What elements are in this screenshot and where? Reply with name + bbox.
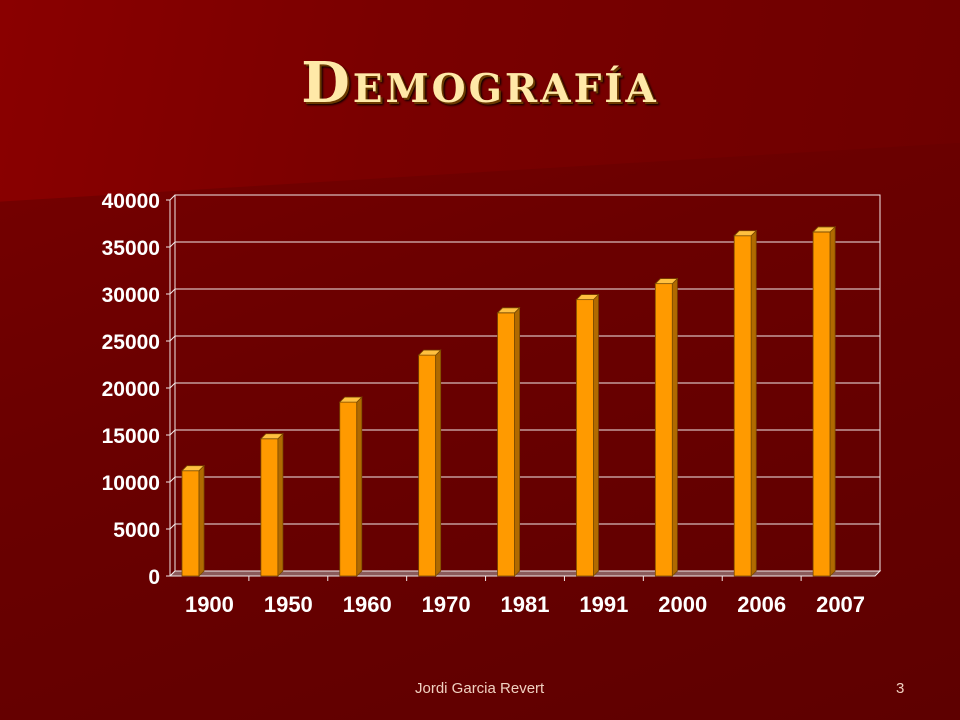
grid-diagonal — [169, 241, 176, 248]
bar-top — [417, 349, 442, 356]
y-tick-label: 30000 — [102, 284, 160, 307]
grid-diagonal — [169, 288, 176, 295]
grid-diagonal — [169, 429, 176, 436]
x-tick-label: 1900 — [185, 592, 234, 617]
bar-front — [733, 235, 752, 577]
footer-author: Jordi Garcia Revert — [415, 680, 545, 697]
x-tick-labels: 1900 1950 1960 1970 1981 1991 2000 2006 2007 — [185, 592, 865, 617]
bar-side — [356, 396, 363, 577]
bar-front — [181, 470, 200, 577]
y-tick-label: 15000 — [102, 425, 160, 448]
y-tick-label: 0 — [148, 566, 160, 589]
bar-side — [829, 225, 836, 577]
bar-side — [277, 432, 284, 577]
bar-top — [812, 226, 837, 233]
bar-2006 — [733, 229, 758, 577]
bar-top — [259, 433, 284, 440]
bar-top — [654, 278, 679, 285]
bar-front — [812, 231, 831, 577]
bar-2007 — [812, 225, 837, 577]
y-tick-label: 20000 — [102, 378, 160, 401]
x-tick-label: 2000 — [658, 592, 707, 617]
bar-1960 — [338, 396, 363, 577]
bar-1970 — [417, 349, 442, 577]
bar-front — [576, 299, 594, 577]
y-tick-labels: 0 5000 10000 15000 20000 25000 30000 35000 40000 — [102, 190, 160, 589]
bars — [181, 225, 837, 577]
x-tick-label: 1991 — [579, 592, 628, 617]
bar-front — [497, 312, 515, 577]
bar-top — [496, 307, 521, 314]
bar-2000 — [654, 277, 679, 577]
y-tick-label: 10000 — [102, 472, 160, 495]
grid-diagonal — [169, 382, 176, 389]
bar-front — [418, 354, 437, 577]
bar-1950 — [259, 432, 284, 577]
page-number: 3 — [896, 680, 905, 697]
y-tick-label: 40000 — [102, 190, 160, 213]
bar-top — [181, 465, 205, 472]
x-tick-label: 1950 — [264, 592, 313, 617]
grid-diagonal — [169, 194, 176, 201]
bar-front — [260, 438, 279, 577]
x-tick-label: 2006 — [737, 592, 786, 617]
bar-front — [339, 401, 358, 577]
bar-side — [198, 464, 205, 577]
bar-top — [733, 230, 758, 237]
x-tick-label: 1981 — [501, 592, 550, 617]
bar-side — [435, 349, 442, 577]
bar-front — [654, 283, 673, 577]
y-tick-label: 5000 — [113, 519, 160, 542]
bar-1900 — [181, 464, 205, 577]
grid-diagonal — [169, 335, 176, 342]
bar-side — [514, 306, 520, 577]
x-tick-label: 1960 — [343, 592, 392, 617]
x-tick-label: 2007 — [816, 592, 865, 617]
y-tick-label: 35000 — [102, 237, 160, 260]
grid-lines — [169, 194, 881, 577]
bar-top — [575, 294, 600, 301]
grid-diagonal — [169, 476, 176, 483]
bar-top — [338, 396, 363, 403]
x-tick-label: 1970 — [422, 592, 471, 617]
slide-title: Demografía — [301, 50, 659, 116]
bar-side — [671, 277, 678, 577]
bar-side — [750, 229, 757, 577]
bar-side — [593, 293, 599, 577]
bar-1981 — [496, 306, 521, 577]
y-tick-label: 25000 — [102, 331, 160, 354]
bar-1991 — [575, 293, 600, 577]
grid-diagonal — [169, 523, 176, 530]
